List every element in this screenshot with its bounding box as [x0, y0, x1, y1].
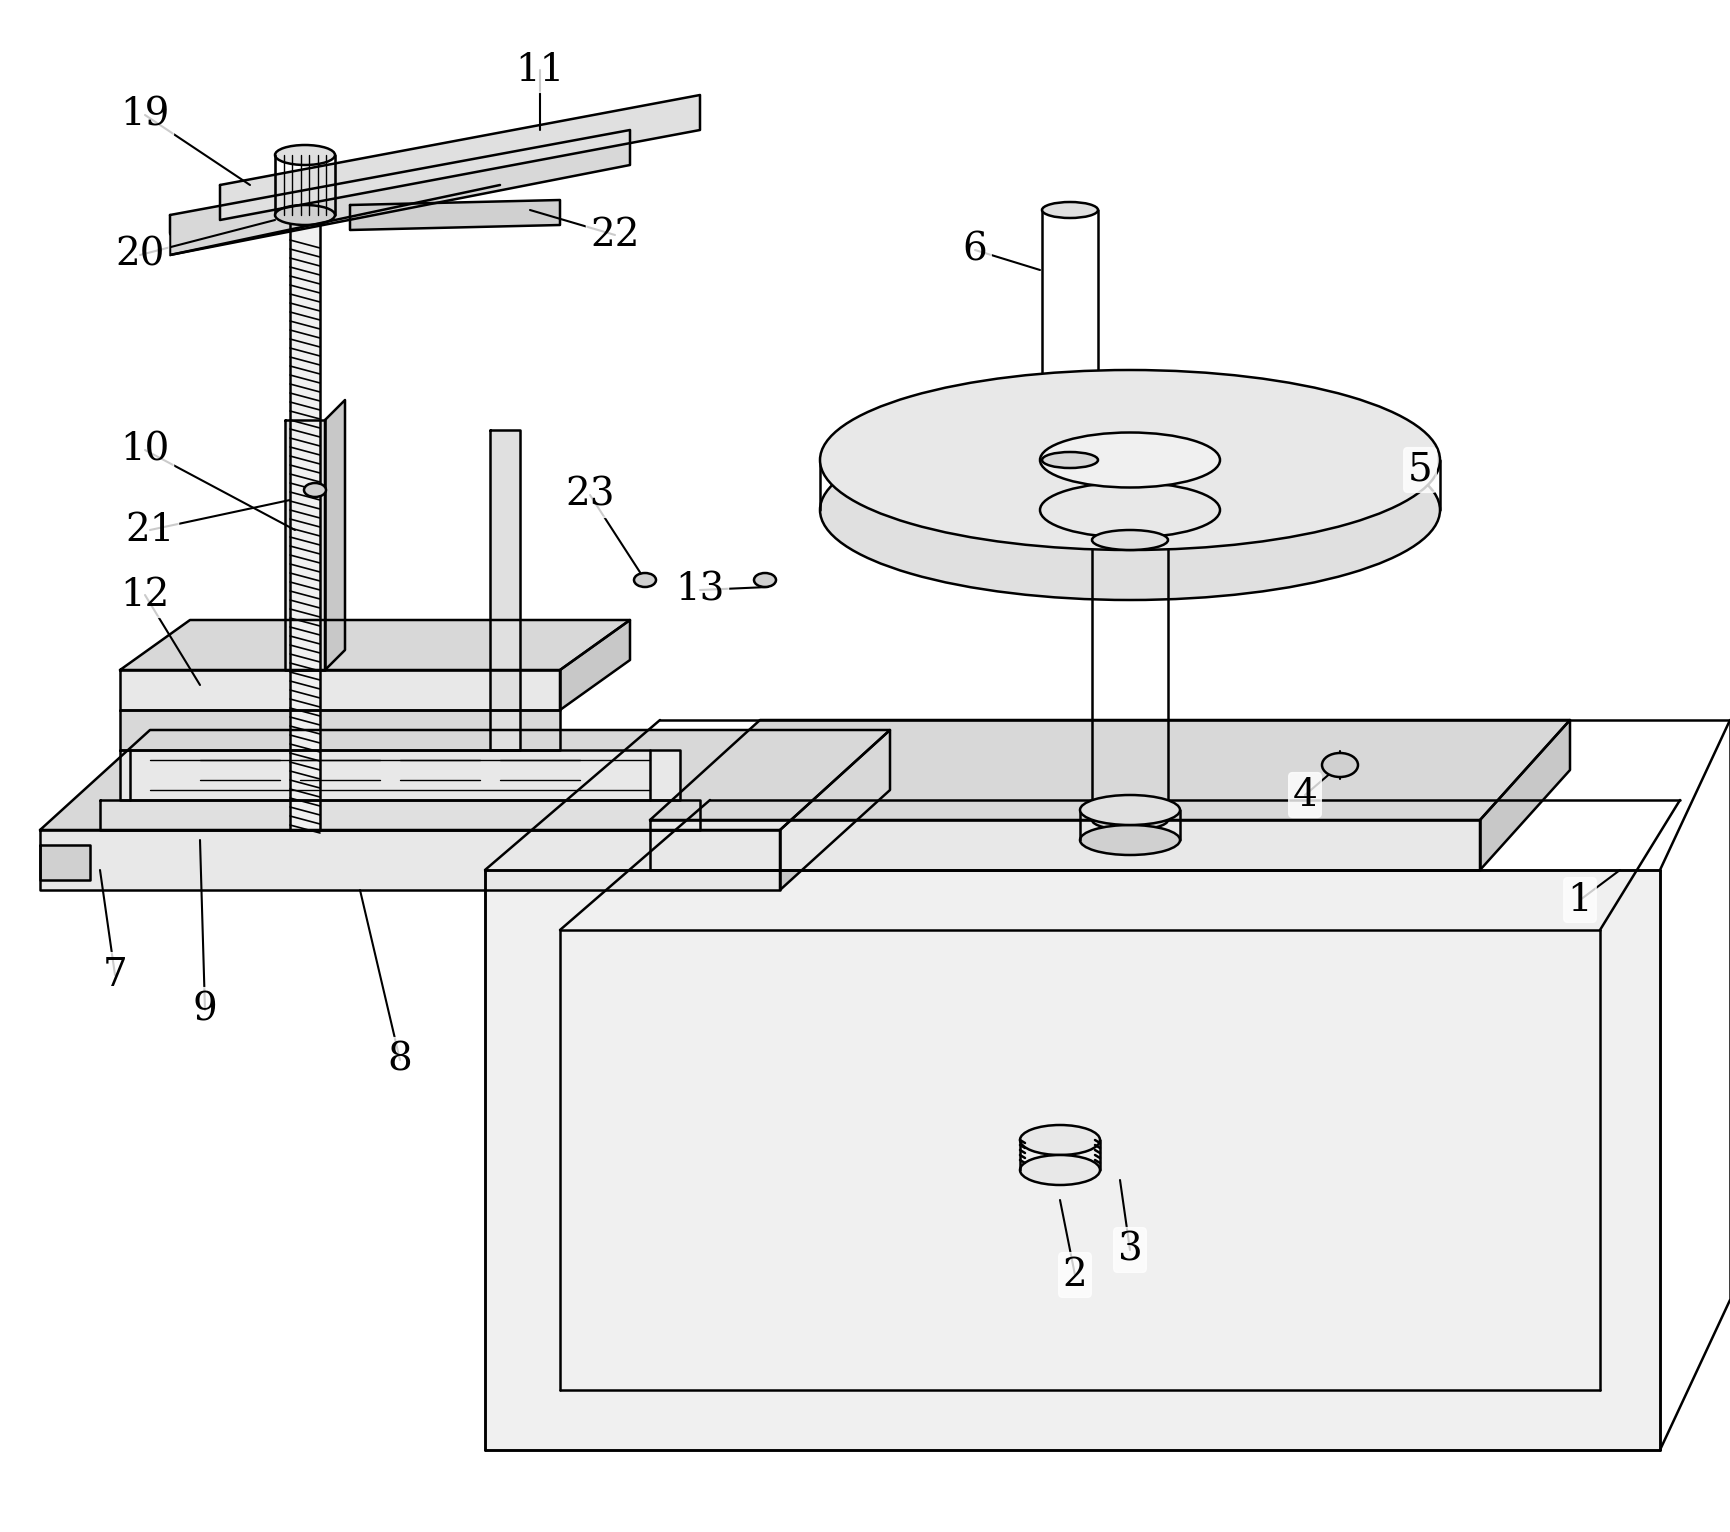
Text: 3: 3: [1118, 1232, 1142, 1268]
Polygon shape: [285, 420, 325, 669]
Ellipse shape: [1080, 795, 1180, 826]
Ellipse shape: [1092, 810, 1168, 830]
Polygon shape: [484, 870, 1661, 1449]
Polygon shape: [100, 800, 701, 830]
Text: 10: 10: [121, 432, 170, 469]
Ellipse shape: [1021, 1155, 1100, 1184]
Ellipse shape: [1040, 432, 1220, 487]
Polygon shape: [349, 201, 561, 230]
Polygon shape: [490, 430, 521, 751]
Text: 9: 9: [192, 991, 218, 1028]
Polygon shape: [119, 709, 561, 751]
Ellipse shape: [275, 205, 336, 225]
Text: 1: 1: [1567, 881, 1592, 919]
Ellipse shape: [275, 146, 336, 165]
Ellipse shape: [1021, 1124, 1100, 1155]
Text: 4: 4: [1292, 777, 1318, 813]
Polygon shape: [170, 130, 630, 254]
Polygon shape: [40, 830, 780, 890]
Polygon shape: [40, 731, 889, 830]
Text: 7: 7: [102, 956, 128, 993]
Text: 8: 8: [388, 1042, 412, 1079]
Ellipse shape: [1041, 452, 1099, 467]
Text: 12: 12: [121, 576, 170, 613]
Polygon shape: [1479, 720, 1571, 870]
Ellipse shape: [633, 573, 656, 587]
Polygon shape: [650, 820, 1479, 870]
Ellipse shape: [1092, 530, 1168, 550]
Ellipse shape: [1080, 826, 1180, 855]
Polygon shape: [780, 731, 889, 890]
Text: 6: 6: [962, 231, 988, 268]
Polygon shape: [650, 720, 1571, 820]
Polygon shape: [325, 400, 344, 669]
Polygon shape: [220, 95, 701, 221]
Polygon shape: [119, 669, 561, 709]
Text: 20: 20: [116, 236, 164, 274]
Ellipse shape: [304, 483, 325, 496]
Text: 23: 23: [566, 476, 614, 513]
Text: 13: 13: [675, 571, 725, 608]
Text: 21: 21: [125, 512, 175, 548]
Polygon shape: [291, 221, 320, 830]
Polygon shape: [119, 751, 680, 800]
Ellipse shape: [1322, 754, 1358, 777]
Ellipse shape: [1041, 202, 1099, 218]
Text: 11: 11: [516, 52, 564, 89]
Text: 2: 2: [1062, 1256, 1088, 1293]
Text: 5: 5: [1408, 452, 1432, 489]
Text: 22: 22: [590, 216, 640, 253]
Ellipse shape: [820, 371, 1439, 550]
Ellipse shape: [1040, 483, 1220, 538]
Polygon shape: [40, 846, 90, 879]
Polygon shape: [561, 620, 630, 709]
Ellipse shape: [820, 420, 1439, 601]
Ellipse shape: [754, 573, 777, 587]
Polygon shape: [119, 620, 630, 669]
Text: 19: 19: [121, 97, 170, 133]
